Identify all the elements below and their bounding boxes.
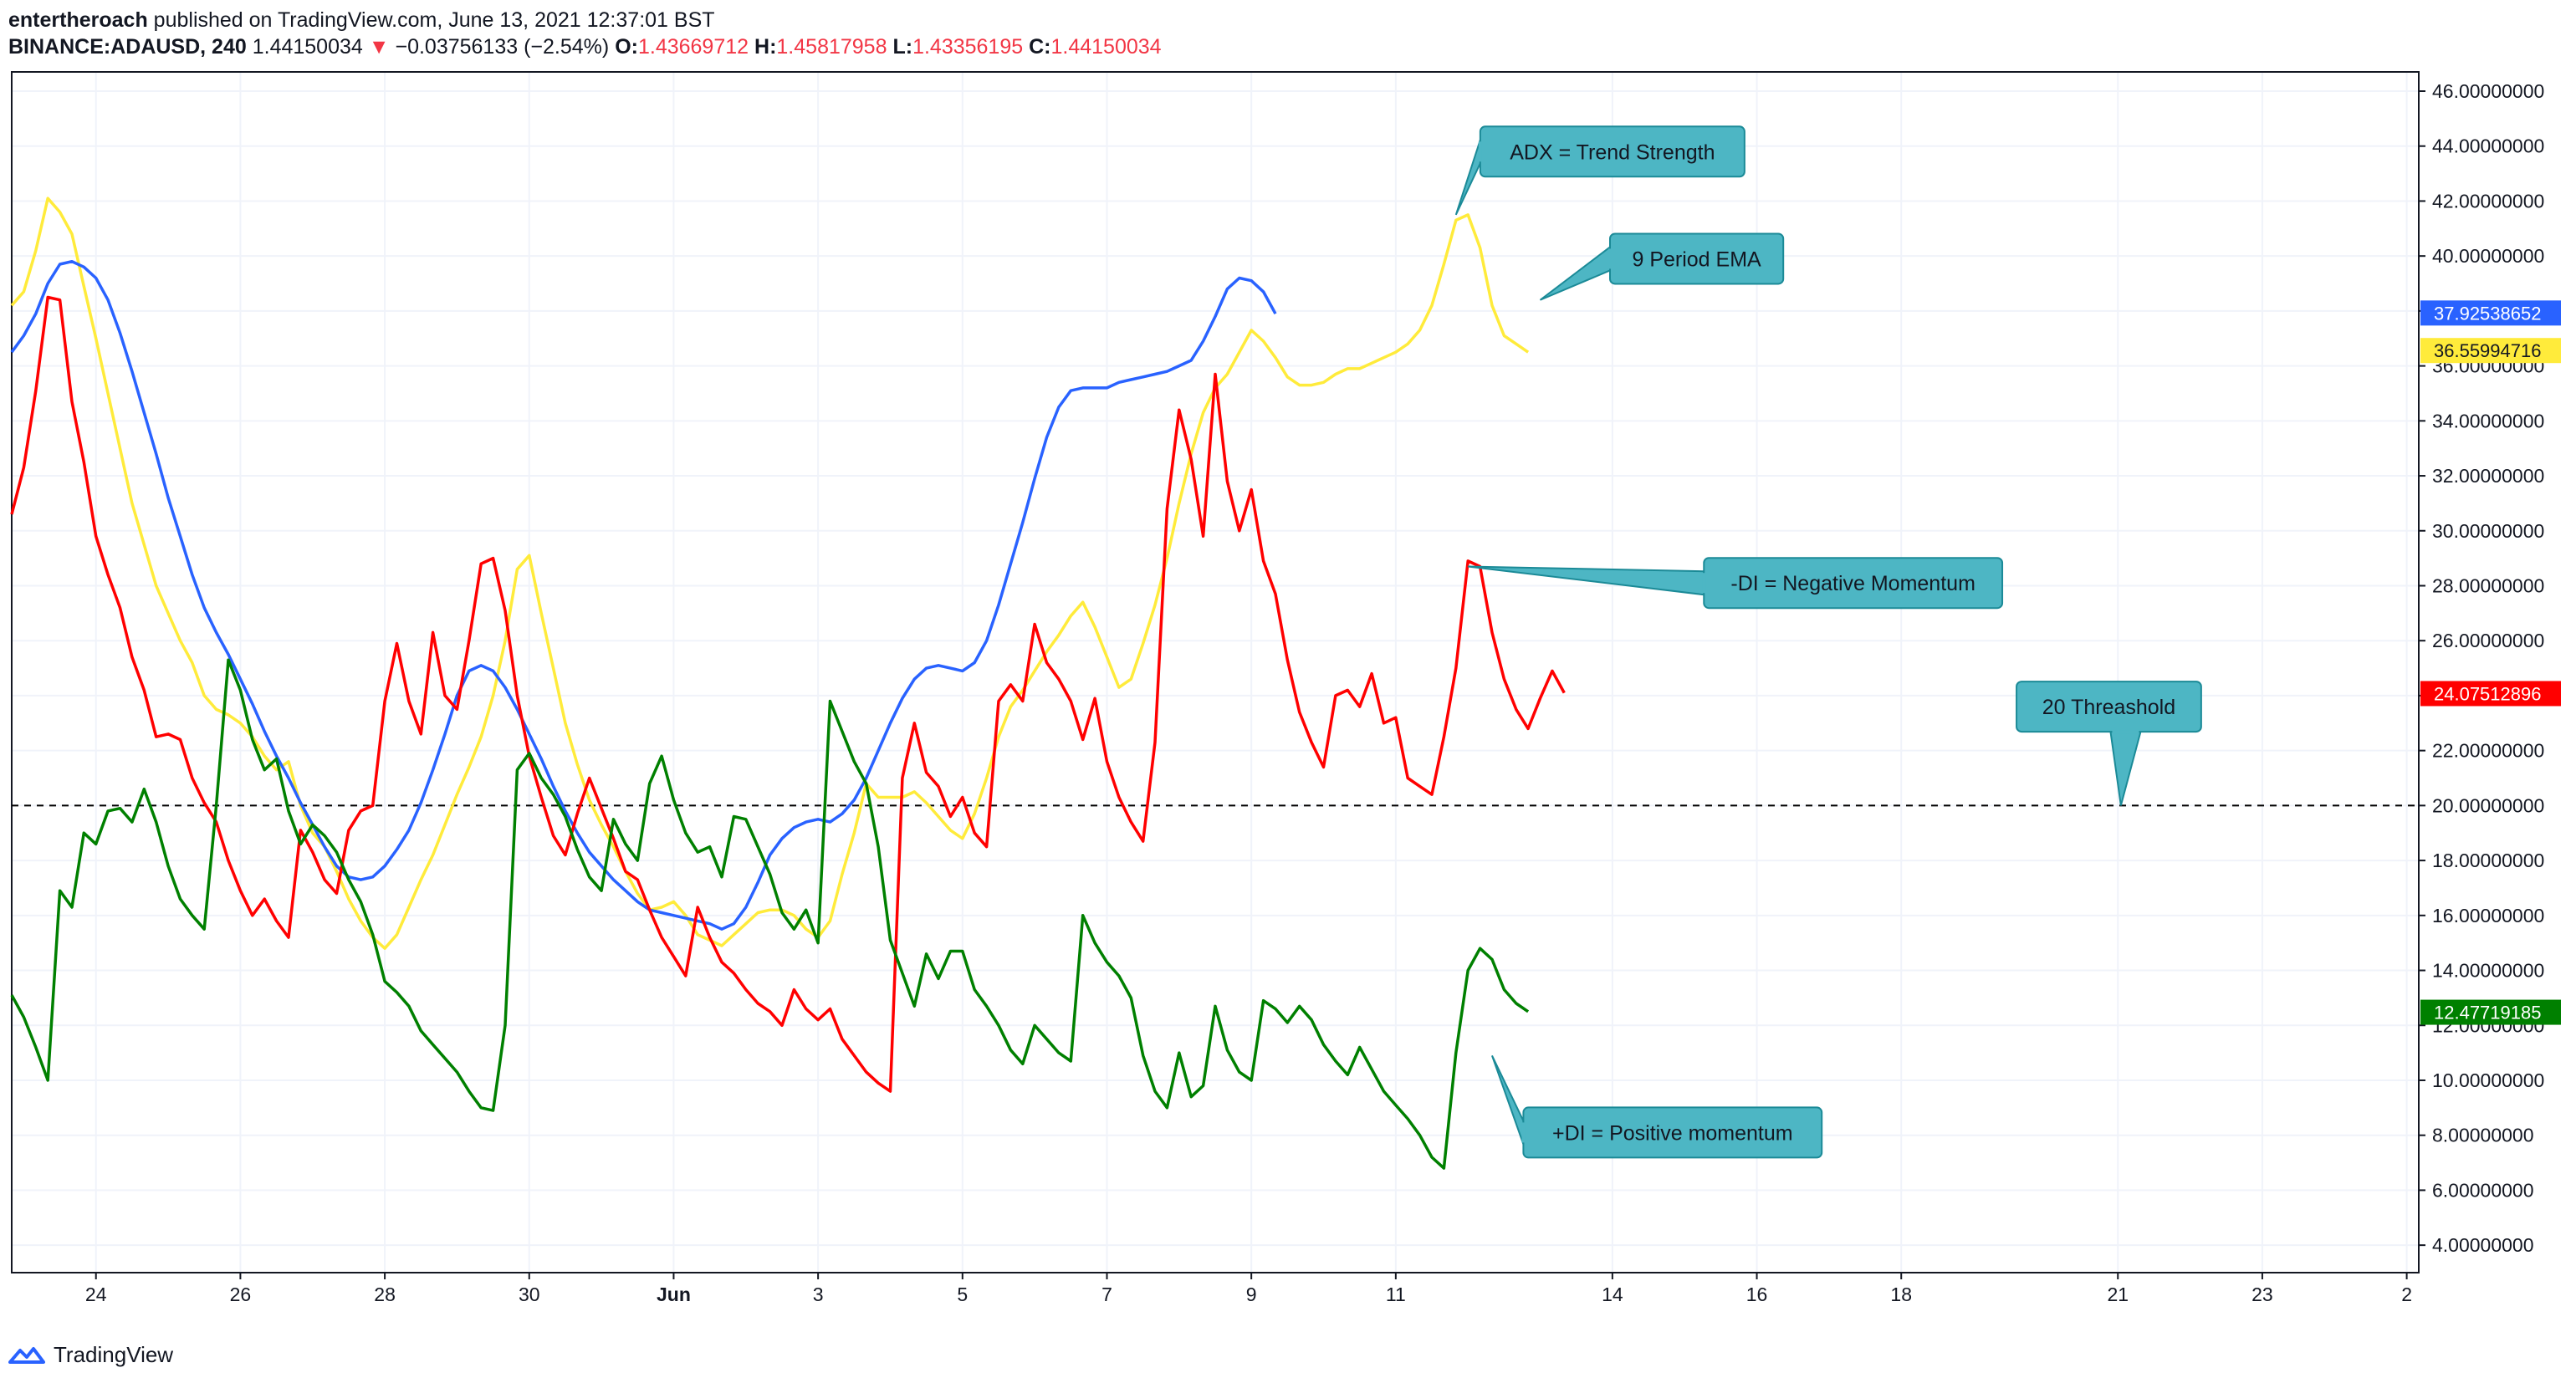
callout-text: 20 Threashold (2042, 696, 2175, 719)
x-tick-label: 26 (230, 1284, 252, 1305)
chart-header: entertheroach published on TradingView.c… (8, 7, 1162, 60)
time-axis[interactable]: 24 26 28 30 Jun 3 5 7 9 11 14 16 18 21 23 2 (85, 1273, 2412, 1305)
ohlc-line: BINANCE:ADAUSD, 240 1.44150034 ▼ −0.0375… (8, 33, 1162, 60)
y-tick-label: 8.00000000 (2432, 1125, 2534, 1146)
callout-pointer (1454, 139, 1481, 216)
callout-pointer (1539, 245, 1611, 301)
price-badge-text: 36.55994716 (2434, 340, 2541, 361)
callout-text: 9 Period EMA (1632, 248, 1761, 271)
close-label: C: (1029, 35, 1051, 59)
annotation-callout[interactable]: +DI = Positive momentum (1491, 1054, 1823, 1159)
x-tick-label: 30 (519, 1284, 540, 1305)
annotation-callout[interactable]: 20 Threashold (2016, 681, 2202, 806)
last-price: 1.44150034 (252, 35, 363, 59)
open-label: O: (615, 35, 638, 59)
y-tick-label: 34.00000000 (2432, 410, 2544, 431)
x-tick-label: 23 (2251, 1284, 2273, 1305)
x-tick-label: 9 (1246, 1284, 1257, 1305)
callout-text: -DI = Negative Momentum (1730, 572, 1975, 595)
x-tick-label: 16 (1746, 1284, 1768, 1305)
y-tick-label: 46.00000000 (2432, 80, 2544, 102)
x-tick-label: 14 (1602, 1284, 1623, 1305)
tradingview-branding[interactable]: TradingView (8, 1338, 173, 1371)
x-tick-label: 3 (813, 1284, 824, 1305)
x-tick-label: Jun (657, 1284, 691, 1305)
published-text: published on TradingView.com, June 13, 2… (153, 8, 715, 32)
y-tick-label: 42.00000000 (2432, 190, 2544, 212)
y-tick-label: 20.00000000 (2432, 794, 2544, 816)
y-tick-label: 32.00000000 (2432, 465, 2544, 487)
price-change: −0.03756133 (−2.54%) (395, 35, 610, 59)
x-tick-label: 28 (374, 1284, 396, 1305)
price-badge (2420, 300, 2561, 326)
y-tick-label: 16.00000000 (2432, 905, 2544, 926)
y-tick-label: 10.00000000 (2432, 1069, 2544, 1091)
x-tick-label: 2 (2401, 1284, 2412, 1305)
price-badge-text: 24.07512896 (2434, 683, 2541, 704)
brand-name: TradingView (54, 1341, 174, 1367)
publish-line: entertheroach published on TradingView.c… (8, 7, 1162, 33)
y-tick-label: 6.00000000 (2432, 1179, 2534, 1201)
adx-line (10, 196, 1530, 950)
y-tick-label: 22.00000000 (2432, 740, 2544, 762)
callout-text: ADX = Trend Strength (1510, 140, 1715, 164)
y-tick-label: 28.00000000 (2432, 574, 2544, 596)
x-tick-label: 24 (85, 1284, 107, 1305)
high-value: 1.45817958 (776, 35, 887, 59)
callout-pointer (1491, 1054, 1525, 1145)
price-badge (2420, 999, 2561, 1025)
y-tick-label: 44.00000000 (2432, 135, 2544, 157)
price-badge (2420, 681, 2561, 707)
price-badge-text: 12.47719185 (2434, 1003, 2541, 1023)
plot-frame (11, 71, 2420, 1273)
y-tick-label: 40.00000000 (2432, 245, 2544, 267)
down-arrow-icon: ▼ (368, 35, 390, 59)
x-tick-label: 21 (2107, 1284, 2129, 1305)
low-value: 1.43356195 (912, 35, 1024, 59)
price-badges: 37.92538652 36.55994716 24.07512896 12.4771… (2420, 300, 2561, 1025)
author-name[interactable]: entertheroach (8, 8, 148, 32)
y-tick-label: 4.00000000 (2432, 1234, 2534, 1256)
x-tick-label: 18 (1890, 1284, 1912, 1305)
high-label: H: (754, 35, 777, 59)
close-value: 1.44150034 (1050, 35, 1162, 59)
plus-di-line (10, 658, 1530, 1170)
annotation-callout[interactable]: -DI = Negative Momentum (1468, 557, 2004, 610)
callout-box (2016, 681, 2202, 733)
y-tick-label: 26.00000000 (2432, 630, 2544, 651)
annotation-callout[interactable]: ADX = Trend Strength (1454, 125, 1745, 216)
open-value: 1.43669712 (637, 35, 749, 59)
price-axis[interactable]: 4.00000000 6.00000000 8.00000000 10.0000000… (2419, 80, 2544, 1256)
callout-text: +DI = Positive momentum (1552, 1121, 1793, 1145)
y-tick-label: 30.00000000 (2432, 520, 2544, 542)
callout-pointer (2109, 731, 2142, 806)
annotation-callouts[interactable]: ADX = Trend Strength 9 Period EMA -DI = Ne… (1454, 125, 2202, 1159)
annotation-callout[interactable]: 9 Period EMA (1539, 232, 1785, 301)
tradingview-logo-icon (8, 1347, 45, 1364)
ema-line (10, 259, 1277, 931)
y-tick-label: 18.00000000 (2432, 850, 2544, 871)
x-tick-label: 5 (957, 1284, 968, 1305)
minus-di-line (10, 295, 1566, 1093)
chart-grid (12, 72, 2419, 1273)
low-label: L: (892, 35, 913, 59)
price-badge-text: 37.92538652 (2434, 303, 2541, 324)
price-badge (2420, 338, 2561, 364)
symbol-label: BINANCE:ADAUSD, 240 (8, 35, 247, 59)
x-tick-label: 7 (1101, 1284, 1112, 1305)
callout-pointer (1468, 565, 1705, 596)
indicator-series (10, 196, 1566, 1170)
x-tick-label: 11 (1386, 1284, 1406, 1305)
y-tick-label: 14.00000000 (2432, 960, 2544, 982)
